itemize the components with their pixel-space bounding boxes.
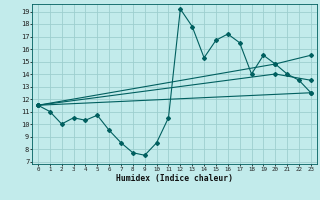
X-axis label: Humidex (Indice chaleur): Humidex (Indice chaleur): [116, 174, 233, 183]
